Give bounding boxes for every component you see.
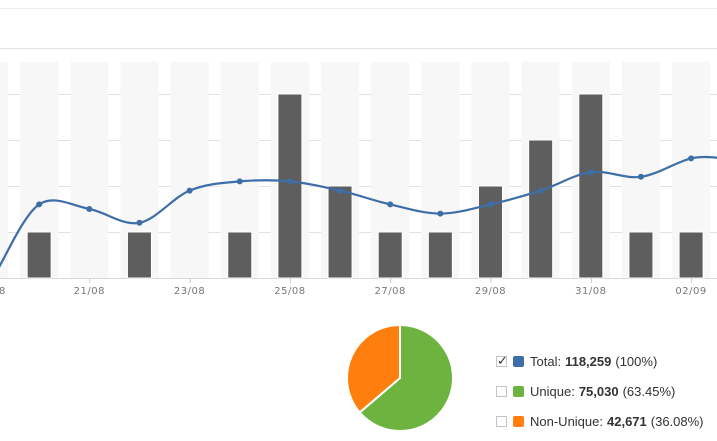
bar (478, 185, 503, 279)
data-point (36, 201, 43, 208)
data-point (587, 169, 594, 176)
data-point (286, 178, 293, 185)
data-point (688, 155, 695, 162)
tick-label: 21/08 (74, 286, 105, 297)
data-point (537, 187, 544, 194)
data-point (337, 187, 344, 194)
tick-label: 23/08 (174, 286, 205, 297)
pie-slice (346, 323, 401, 414)
column-stripe (70, 61, 109, 278)
tick-label: 8 (0, 286, 6, 297)
data-point (236, 178, 243, 185)
bar (377, 231, 403, 279)
data-point (86, 206, 93, 212)
bar (528, 139, 554, 279)
data-point (387, 201, 394, 208)
legend-value: 118,259 (565, 353, 612, 369)
bar-line-chart: 8 21/08 23/08 25/08 27/08 29/08 31/08 02/09 (0, 8, 717, 297)
column-stripes (0, 61, 711, 278)
legend-checkbox-total[interactable] (496, 353, 508, 369)
column-stripe (170, 61, 209, 278)
bar (26, 231, 52, 279)
legend-swatch-total (513, 355, 524, 367)
data-point (487, 201, 494, 208)
legend-swatch-non-unique (513, 415, 524, 427)
legend-percent: (63.45%) (622, 383, 676, 399)
x-axis-ticks: 8 21/08 23/08 25/08 27/08 29/08 31/08 02/09 (0, 278, 706, 297)
tick-label: 02/09 (675, 286, 706, 297)
pie-legend: Total: 118,259 (100%) Unique: 75,030 (63… (496, 346, 704, 436)
legend-swatch-unique (513, 385, 524, 397)
data-point (136, 219, 143, 226)
data-point (637, 173, 644, 180)
bar (678, 231, 704, 279)
legend-label: Total: (530, 353, 562, 369)
bar (327, 185, 353, 279)
legend-value: 42,671 (607, 413, 647, 429)
legend-label: Unique: (530, 383, 575, 399)
legend-item-non-unique[interactable]: Non-Unique: 42,671 (36.08%) (496, 406, 704, 436)
legend-item-total[interactable]: Total: 118,259 (100%) (496, 346, 704, 376)
bar (126, 231, 152, 279)
column-stripe (0, 61, 8, 278)
tick-label: 27/08 (375, 286, 406, 297)
bar (427, 231, 453, 279)
legend-value: 75,030 (578, 383, 619, 399)
data-point (437, 210, 444, 217)
data-point (186, 187, 193, 194)
bar (277, 93, 303, 279)
pie-chart (346, 323, 454, 432)
tick-label: 25/08 (274, 286, 305, 297)
bar (578, 93, 604, 279)
line-series (0, 155, 717, 268)
pie-slice (358, 323, 454, 432)
legend-label: Non-Unique: (530, 413, 603, 429)
bar (227, 231, 253, 279)
legend-item-unique[interactable]: Unique: 75,030 (63.45%) (496, 376, 704, 406)
legend-percent: (100%) (615, 353, 658, 369)
bar (628, 231, 654, 279)
series-line (0, 155, 717, 268)
legend-checkbox-unique[interactable] (496, 385, 507, 397)
legend-percent: (36.08%) (650, 413, 704, 429)
tick-label: 29/08 (475, 286, 506, 297)
legend-checkbox-non-unique[interactable] (496, 415, 507, 427)
tick-label: 31/08 (575, 286, 606, 297)
